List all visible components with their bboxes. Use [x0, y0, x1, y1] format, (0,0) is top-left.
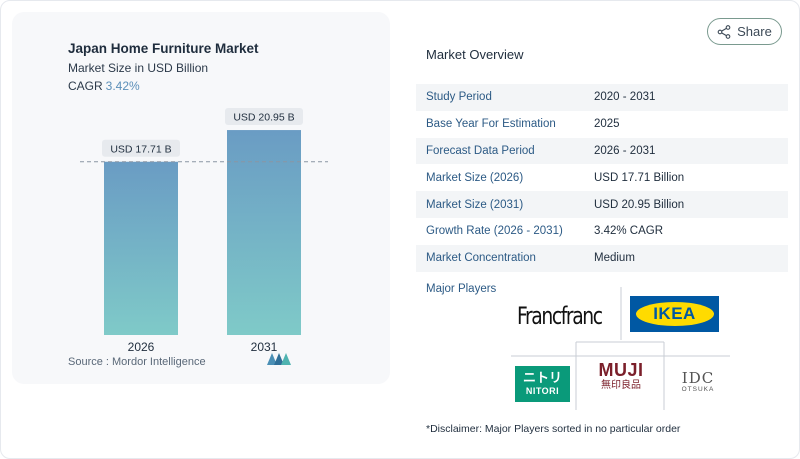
overview-key: Base Year For Estimation [426, 118, 556, 131]
overview-key: Forecast Data Period [426, 144, 535, 157]
idc-text: IDC [681, 369, 715, 387]
overview-table: Study Period 2020 - 2031 Base Year For Est… [416, 84, 788, 272]
idc-otsuka-logo: IDC OTSUKA [672, 368, 724, 396]
category-label: 2026 [128, 340, 155, 354]
overview-row: Growth Rate (2026 - 2031) 3.42% CAGR [416, 218, 788, 245]
nitori-jp-text: ニトリ [522, 371, 562, 386]
value-label: USD 20.95 B [233, 112, 294, 124]
value-label-box [225, 108, 303, 126]
ikea-logo: IKEA [630, 296, 719, 332]
major-players-label: Major Players [426, 283, 497, 295]
overview-title: Market Overview [426, 47, 524, 62]
overview-value: USD 20.95 Billion [594, 198, 685, 211]
chart-subtitle: Market Size in USD Billion [68, 61, 209, 75]
otsuka-text: OTSUKA [681, 386, 715, 393]
overview-value: 2025 [594, 118, 620, 131]
mordor-logo-icon [267, 353, 291, 365]
share-button[interactable]: Share [707, 18, 782, 45]
francfranc-logo: Francfranc [517, 296, 613, 336]
muji-text: MUJI [598, 360, 644, 380]
francfranc-text: Francfranc [517, 302, 603, 330]
source-text: Source : Mordor Intelligence [68, 356, 206, 368]
share-icon [717, 24, 731, 39]
value-label-box [102, 139, 180, 157]
bar-2031 [227, 130, 301, 335]
overview-value: USD 17.71 Billion [594, 171, 685, 184]
muji-logo: MUJI 無印良品 [591, 356, 651, 396]
chart-cagr: CAGR 3.42% [68, 79, 140, 93]
overview-row: Market Size (2026) USD 17.71 Billion [416, 164, 788, 191]
overview-value: 2020 - 2031 [594, 91, 656, 104]
overview-row: Market Size (2031) USD 20.95 Billion [416, 191, 788, 218]
overview-key: Market Size (2026) [426, 171, 524, 184]
overview-value: Medium [594, 252, 635, 265]
ikea-oval: IKEA [635, 302, 714, 326]
overview-key: Market Size (2031) [426, 198, 524, 211]
overview-value: 3.42% CAGR [594, 225, 664, 238]
cagr-value: 3.42% [105, 79, 140, 93]
overview-key: Market Concentration [426, 252, 536, 265]
ikea-text: IKEA [653, 304, 696, 323]
overview-row: Base Year For Estimation 2025 [416, 111, 788, 138]
muji-jp-text: 無印良品 [601, 380, 641, 391]
bar-2026 [104, 161, 178, 335]
bar-chart: USD 17.71 B 2026 USD 20.95 B 2031 [80, 108, 328, 354]
chart-card [12, 12, 390, 384]
chart-title: Japan Home Furniture Market [68, 41, 259, 56]
share-label: Share [737, 24, 772, 39]
overview-value: 2026 - 2031 [594, 144, 656, 157]
cagr-label: CAGR [68, 79, 103, 93]
category-label: 2031 [251, 340, 278, 354]
value-label: USD 17.71 B [110, 143, 171, 155]
nitori-logo: ニトリ NITORI [515, 366, 570, 402]
overview-row: Study Period 2020 - 2031 [416, 84, 788, 111]
overview-row: Market Concentration Medium [416, 244, 788, 272]
overview-key: Study Period [426, 91, 492, 104]
disclaimer: *Disclaimer: Major Players sorted in no … [426, 423, 681, 435]
overview-row: Forecast Data Period 2026 - 2031 [416, 137, 788, 165]
nitori-text: NITORI [525, 386, 560, 396]
overview-key: Growth Rate (2026 - 2031) [426, 225, 563, 238]
